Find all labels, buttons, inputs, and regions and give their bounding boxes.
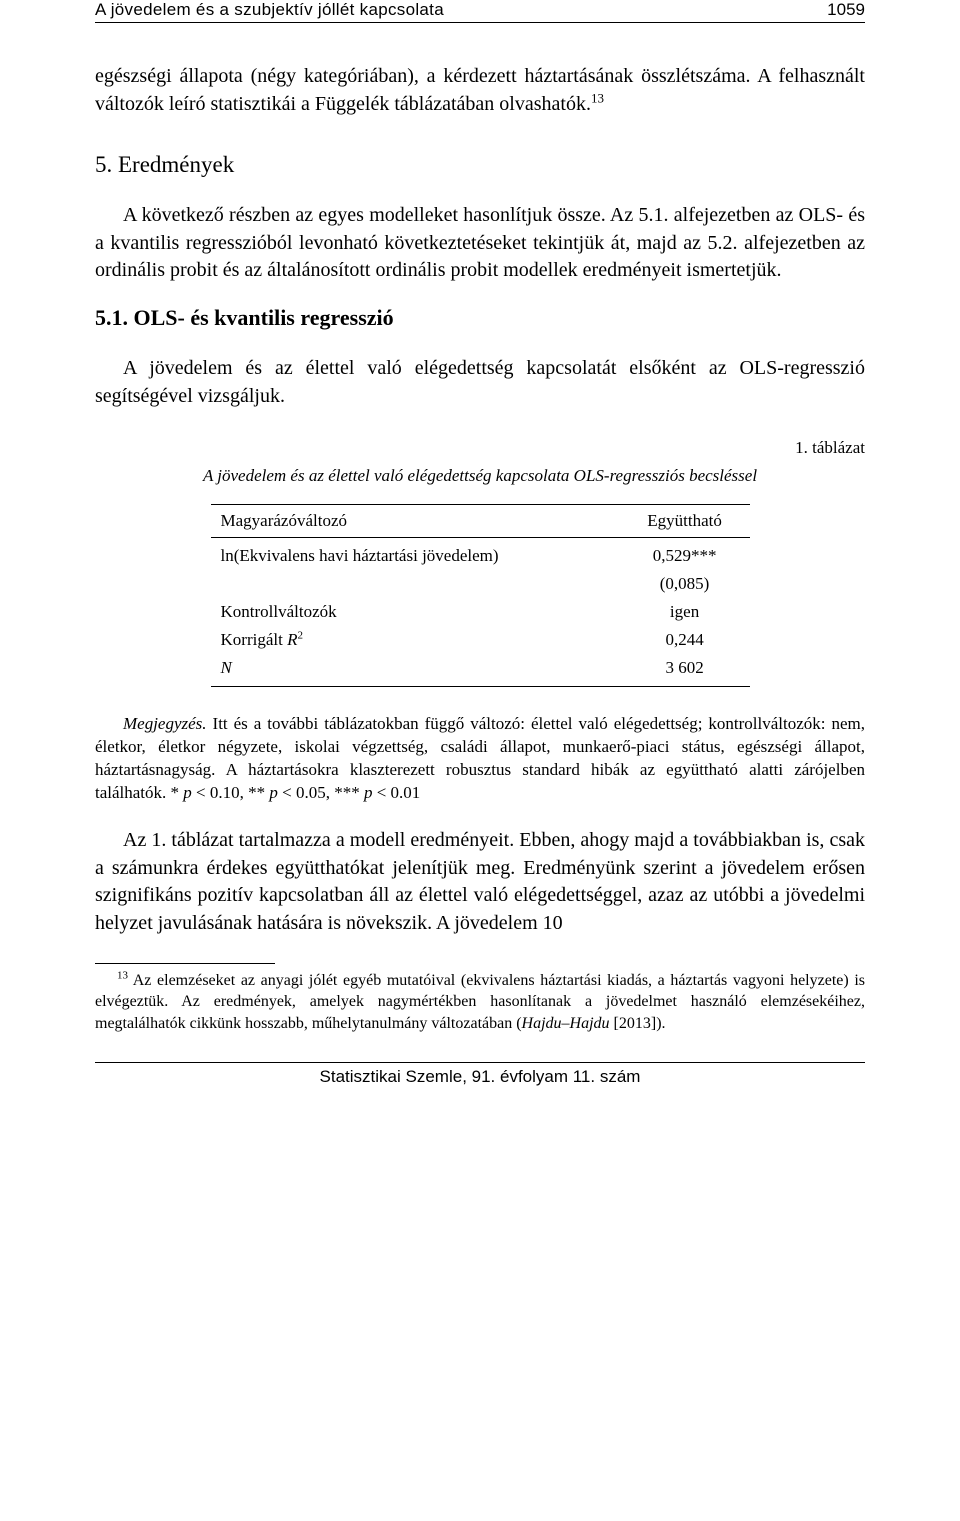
table-caption: A jövedelem és az élettel való elégedett… xyxy=(95,466,865,486)
footnote-citation: Hajdu–Hajdu xyxy=(522,1015,610,1032)
footnote-ref-13: 13 xyxy=(591,90,604,105)
table-header-row: Magyarázóváltozó Együttható xyxy=(211,505,750,538)
footer-text: Statisztikai Szemle, 91. évfolyam 11. sz… xyxy=(320,1067,641,1086)
table-cell-value: 3 602 xyxy=(620,654,750,687)
table-cell-value: igen xyxy=(620,598,750,626)
footnote-text: [2013]). xyxy=(610,1015,666,1032)
table-note-text: < 0.01 xyxy=(372,783,420,802)
table-cell-value: (0,085) xyxy=(620,570,750,598)
table-cell-label-italic: R xyxy=(287,630,297,649)
table-row: N 3 602 xyxy=(211,654,750,687)
footnote-text: Az elemzéseket az anyagi jólét egyéb mut… xyxy=(95,972,865,1031)
table-note-lead: Megjegyzés. xyxy=(123,714,207,733)
table-row: ln(Ekvivalens havi háztartási jövedelem)… xyxy=(211,538,750,571)
footnote-marker: 13 xyxy=(117,970,128,982)
subsection-heading-5-1: 5.1. OLS- és kvantilis regresszió xyxy=(95,305,865,331)
paragraph-continuation: egészségi állapota (négy kategóriában), … xyxy=(95,63,865,118)
table-cell-label: Korrigált R2 xyxy=(211,626,620,654)
table-row: Kontrollváltozók igen xyxy=(211,598,750,626)
table-col-header-coef: Együttható xyxy=(620,505,750,538)
ols-results-table: Magyarázóváltozó Együttható ln(Ekvivalen… xyxy=(211,504,750,687)
paragraph-results: Az 1. táblázat tartalmazza a modell ered… xyxy=(95,827,865,937)
section-heading-5: 5. Eredmények xyxy=(95,152,865,178)
page-number: 1059 xyxy=(827,0,865,20)
table-cell-label-prefix: Korrigált xyxy=(221,630,288,649)
table-row: (0,085) xyxy=(211,570,750,598)
footnote-13: 13 Az elemzéseket az anyagi jólét egyéb … xyxy=(95,970,865,1033)
table-cell-value: 0,529*** xyxy=(620,538,750,571)
running-header: A jövedelem és a szubjektív jóllét kapcs… xyxy=(95,0,865,23)
footnote-separator xyxy=(95,963,275,964)
table-cell-label: Kontrollváltozók xyxy=(211,598,620,626)
p-italic: p xyxy=(183,783,192,802)
table-row: Korrigált R2 0,244 xyxy=(211,626,750,654)
paragraph-ols-intro: A jövedelem és az élettel való elégedett… xyxy=(95,355,865,410)
page-footer: Statisztikai Szemle, 91. évfolyam 11. sz… xyxy=(95,1062,865,1087)
paragraph-text: egészségi állapota (négy kategóriában), … xyxy=(95,65,865,115)
table-cell-label xyxy=(211,570,620,598)
p-italic: p xyxy=(269,783,278,802)
table-cell-label: N xyxy=(211,654,620,687)
table-note: Megjegyzés. Itt és a további táblázatokb… xyxy=(95,713,865,805)
running-title: A jövedelem és a szubjektív jóllét kapcs… xyxy=(95,0,444,20)
table-cell-label: ln(Ekvivalens havi háztartási jövedelem) xyxy=(211,538,620,571)
table-note-text: < 0.10, ** xyxy=(192,783,270,802)
table-cell-value: 0,244 xyxy=(620,626,750,654)
table-note-text: < 0.05, *** xyxy=(278,783,364,802)
table-col-header-variable: Magyarázóváltozó xyxy=(211,505,620,538)
paragraph-section-intro: A következő részben az egyes modelleket … xyxy=(95,202,865,285)
table-label: 1. táblázat xyxy=(95,438,865,458)
table-cell-label-sup: 2 xyxy=(297,630,303,642)
